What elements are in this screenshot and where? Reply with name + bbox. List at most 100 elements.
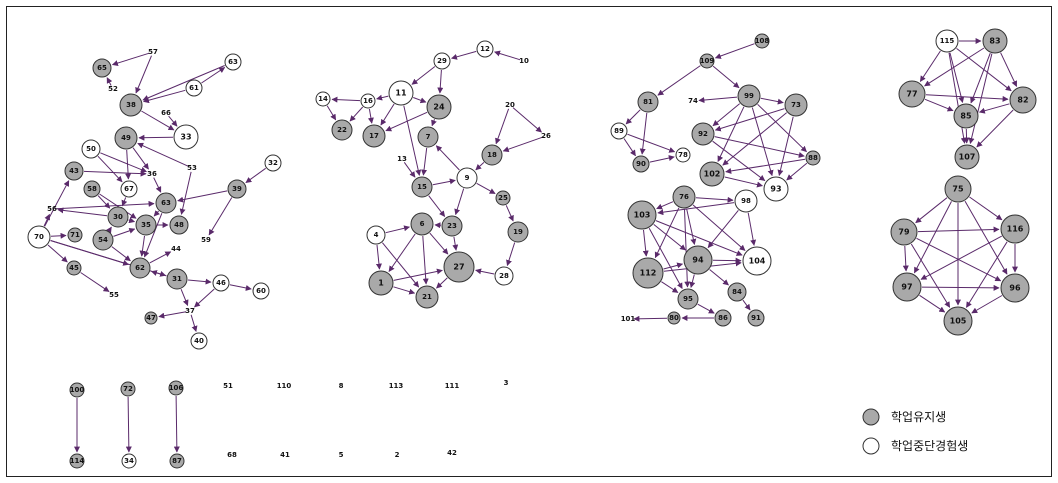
edge-30-56 bbox=[58, 210, 107, 216]
node-label-9: 9 bbox=[465, 174, 470, 182]
node-46: 46 bbox=[213, 275, 229, 291]
edge-57-65 bbox=[113, 53, 150, 64]
node-70: 70 bbox=[28, 226, 50, 248]
node-13: 13 bbox=[397, 155, 407, 163]
edge-35-62 bbox=[142, 236, 145, 256]
edge-19-28 bbox=[507, 243, 514, 266]
node-63: 63 bbox=[156, 193, 176, 213]
node-16: 16 bbox=[361, 94, 375, 108]
edge-80-101 bbox=[634, 318, 667, 319]
node-94: 94 bbox=[684, 246, 712, 274]
edge-61-38 bbox=[144, 90, 186, 101]
node-95: 95 bbox=[678, 289, 698, 309]
node-label-53: 53 bbox=[187, 164, 197, 172]
node-77: 77 bbox=[899, 81, 925, 107]
node-label-103: 103 bbox=[634, 211, 651, 220]
node-label-55: 55 bbox=[109, 291, 119, 299]
edge-57-38 bbox=[136, 56, 152, 93]
node-label-36: 36 bbox=[147, 170, 157, 178]
node-66: 66 bbox=[161, 109, 171, 117]
node-label-93: 93 bbox=[770, 185, 781, 194]
node-49: 49 bbox=[115, 127, 137, 149]
edge-16-22 bbox=[350, 107, 363, 121]
node-label-30: 30 bbox=[113, 213, 123, 221]
node-73: 73 bbox=[785, 94, 807, 116]
node-102: 102 bbox=[700, 162, 724, 186]
node-50: 50 bbox=[82, 140, 100, 158]
node-107: 107 bbox=[955, 145, 979, 169]
node-label-25: 25 bbox=[498, 194, 508, 202]
edge-70-45 bbox=[48, 245, 67, 262]
node-90: 90 bbox=[633, 156, 649, 172]
node-label-92: 92 bbox=[698, 130, 708, 138]
edge-112-94 bbox=[664, 264, 683, 269]
edge-53-48 bbox=[181, 172, 191, 214]
edge-94-95 bbox=[691, 275, 694, 288]
node-114: 114 bbox=[70, 454, 85, 468]
node-31: 31 bbox=[167, 269, 187, 289]
edge-10-12 bbox=[495, 52, 521, 60]
node-label-14: 14 bbox=[318, 95, 328, 103]
edge-76-98 bbox=[696, 198, 733, 200]
edge-82-107 bbox=[977, 110, 1013, 147]
node-39: 39 bbox=[228, 180, 246, 198]
node-103: 103 bbox=[628, 201, 656, 229]
edge-61-63b bbox=[202, 68, 225, 84]
node-89: 89 bbox=[611, 123, 627, 139]
node-label-112: 112 bbox=[640, 269, 657, 278]
edge-54-62 bbox=[112, 247, 131, 261]
node-81: 81 bbox=[638, 92, 658, 112]
node-59: 59 bbox=[201, 236, 211, 244]
node-116: 116 bbox=[1001, 215, 1029, 243]
edge-1-27 bbox=[394, 270, 443, 280]
node-label-70: 70 bbox=[34, 233, 44, 241]
node-106: 106 bbox=[169, 381, 184, 395]
edge-95-86 bbox=[698, 304, 715, 313]
node-label-17: 17 bbox=[369, 132, 379, 140]
node-72: 72 bbox=[121, 382, 135, 396]
node-label-61: 61 bbox=[189, 84, 199, 92]
node-label-105: 105 bbox=[950, 317, 967, 326]
edge-99-73 bbox=[761, 98, 783, 102]
edge-75-96 bbox=[965, 201, 1007, 274]
node-label-62: 62 bbox=[135, 264, 145, 272]
edge-9-25 bbox=[477, 183, 496, 193]
node-label-16: 16 bbox=[363, 97, 373, 105]
node-label-60: 60 bbox=[256, 287, 266, 295]
edge-63-35 bbox=[154, 211, 159, 216]
node-47: 47 bbox=[145, 312, 157, 324]
edge-76-112 bbox=[655, 208, 679, 258]
edge-96-105 bbox=[972, 296, 1002, 314]
node-37: 37 bbox=[185, 307, 195, 315]
node-32: 32 bbox=[265, 155, 281, 171]
node-label-76: 76 bbox=[679, 193, 689, 201]
edge-70-71 bbox=[51, 236, 66, 237]
node-27: 27 bbox=[444, 252, 474, 282]
edge-23-27 bbox=[454, 237, 456, 250]
node-label-85: 85 bbox=[960, 112, 972, 121]
node-24: 24 bbox=[427, 95, 451, 119]
edge-12-29 bbox=[452, 51, 477, 58]
edge-29-24 bbox=[440, 70, 442, 93]
edge-102-93 bbox=[725, 177, 763, 186]
node-label-13: 13 bbox=[397, 155, 407, 163]
edge-81-90 bbox=[642, 113, 647, 154]
node-label-10: 10 bbox=[519, 57, 529, 65]
edge-16-17 bbox=[369, 109, 371, 123]
node-15: 15 bbox=[412, 177, 432, 197]
node-label-52: 52 bbox=[108, 85, 118, 93]
node-label-108: 108 bbox=[755, 37, 770, 45]
node-48: 48 bbox=[170, 216, 188, 234]
node-30: 30 bbox=[108, 207, 128, 227]
node-label-86: 86 bbox=[718, 314, 728, 322]
edge-49-36 bbox=[133, 148, 149, 169]
edge-27-21 bbox=[437, 278, 448, 288]
edge-79-97 bbox=[905, 246, 906, 271]
node-label-20: 20 bbox=[505, 101, 515, 109]
edge-50-36 bbox=[100, 153, 146, 172]
edge-67-30 bbox=[122, 197, 125, 205]
edge-81-89 bbox=[626, 110, 640, 124]
edge-90-78 bbox=[650, 157, 674, 162]
edge-54-35 bbox=[113, 229, 134, 236]
node-71: 71 bbox=[68, 228, 82, 242]
